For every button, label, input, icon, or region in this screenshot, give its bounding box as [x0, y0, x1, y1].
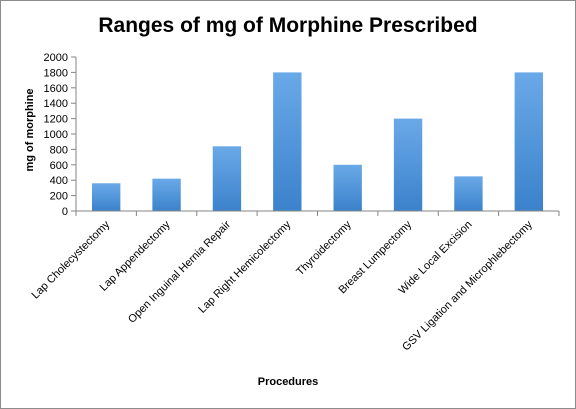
bar [212, 146, 242, 211]
bar [393, 118, 423, 211]
y-tick-label: 1200 [44, 114, 68, 126]
y-tick-label: 400 [50, 175, 68, 187]
y-tick-label: 1800 [44, 67, 68, 79]
y-axis-ticks: 0 200 400 600 800 1000 1200 1400 1600 1800 2000 [44, 52, 76, 218]
bar [514, 72, 544, 212]
y-tick-label: 2000 [44, 52, 68, 64]
axes [75, 57, 560, 216]
bar [454, 176, 483, 211]
x-axis-title: Procedures [257, 376, 319, 388]
x-tick-label: Open Inguinal Hernia Repair [126, 218, 233, 325]
y-tick-label: 1000 [44, 129, 68, 141]
chart-title: Ranges of mg of Morphine Prescribed [98, 14, 478, 37]
x-tick-label: GSV Ligation and Microphlebectomy [400, 218, 535, 353]
bar [273, 72, 302, 212]
y-tick-label: 1400 [44, 98, 68, 110]
y-tick-label: 800 [50, 144, 68, 156]
bars [91, 72, 544, 212]
bar [91, 183, 121, 211]
y-tick-label: 200 [50, 191, 68, 203]
x-tick-label: Thyroidectomy [294, 218, 354, 278]
bar [152, 178, 181, 211]
y-tick-label: 600 [50, 160, 68, 172]
y-tick-label: 0 [62, 206, 68, 218]
y-tick-label: 1600 [44, 83, 68, 95]
bar [333, 164, 362, 211]
